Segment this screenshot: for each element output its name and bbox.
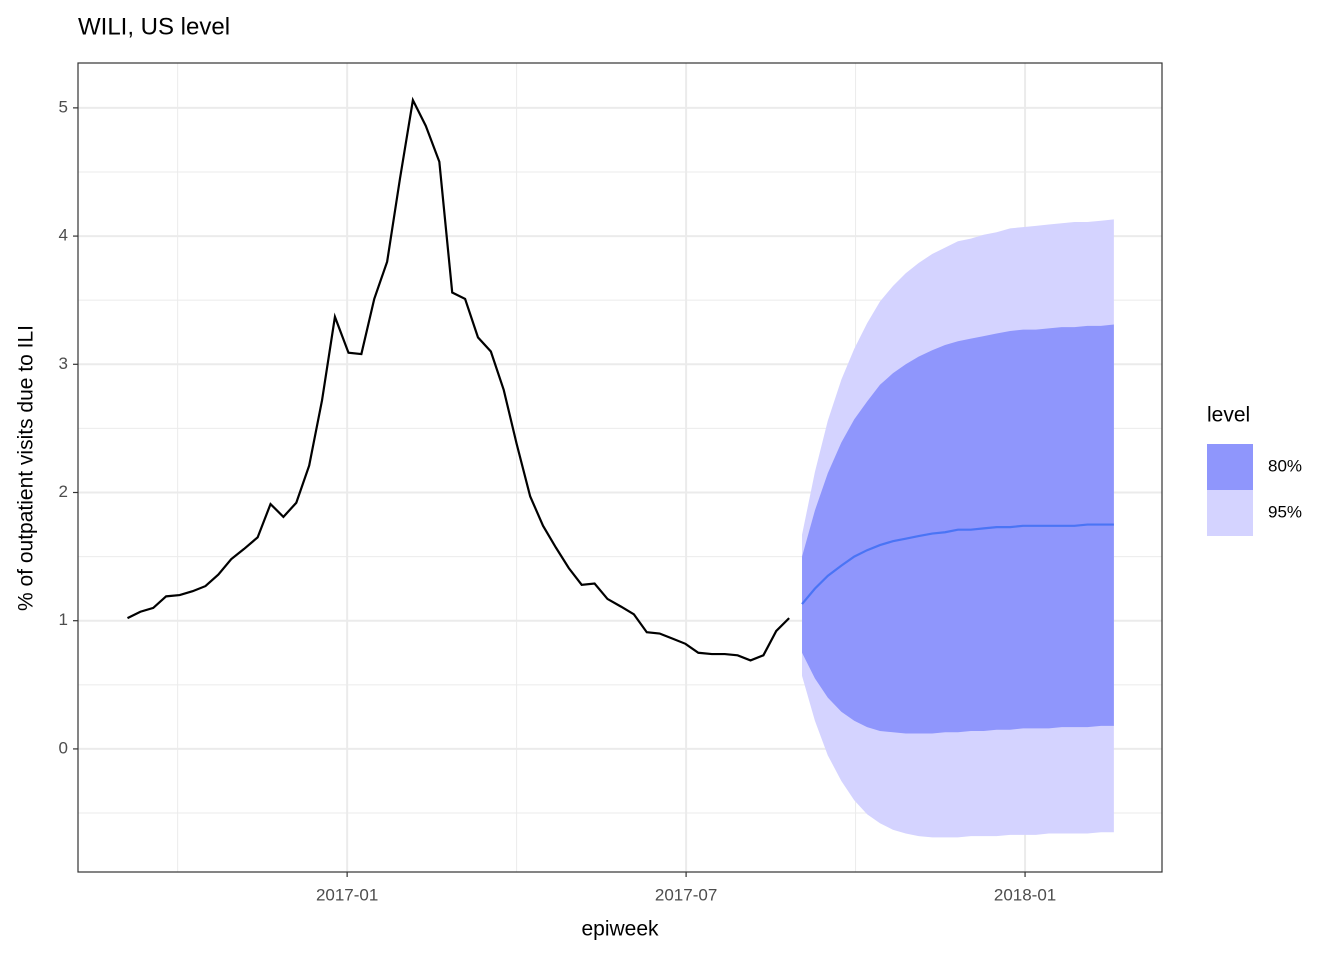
- line: [801, 523, 1114, 605]
- legend-key: [1207, 490, 1253, 536]
- legend-label: 80%: [1268, 456, 1302, 475]
- y-tick-label: 0: [59, 738, 68, 757]
- y-tick-label: 3: [59, 354, 68, 373]
- line: [126, 96, 790, 662]
- y-tick-label: 4: [59, 226, 68, 245]
- x-tick-label: 2017-07: [655, 885, 717, 904]
- legend-label: 95%: [1268, 502, 1302, 521]
- y-tick-label: 5: [59, 97, 68, 116]
- legend-key: [1207, 444, 1253, 490]
- x-tick-label: 2017-01: [316, 885, 378, 904]
- chart-title: WILI, US level: [78, 13, 230, 40]
- x-tick-label: 2018-01: [994, 885, 1056, 904]
- panel-border: [77, 62, 1163, 873]
- y-tick-label: 2: [59, 482, 68, 501]
- legend-title: level: [1207, 404, 1250, 427]
- y-tick-label: 1: [59, 610, 68, 629]
- x-axis-label: epiweek: [581, 918, 659, 941]
- y-axis-label: % of outpatient visits due to ILI: [15, 325, 38, 611]
